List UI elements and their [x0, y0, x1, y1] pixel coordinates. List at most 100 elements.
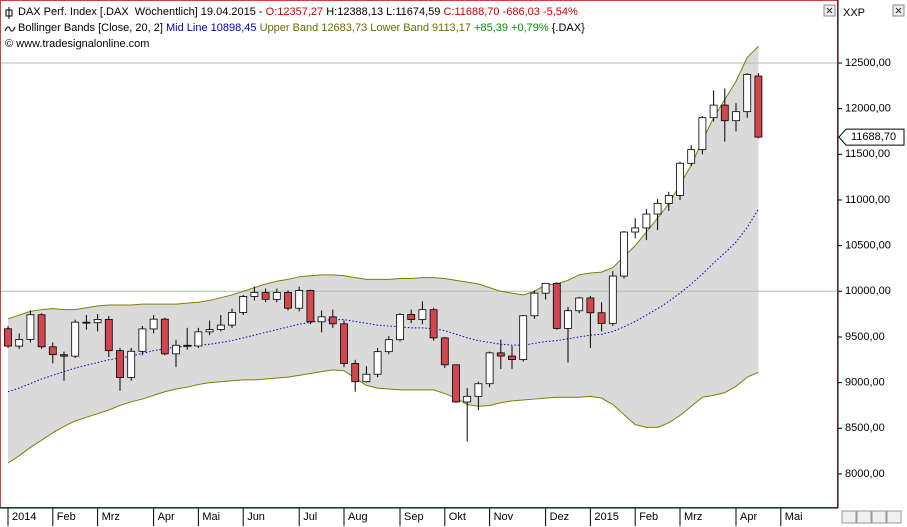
x-tick-label: Mrz — [102, 511, 120, 523]
x-tick-label: Dez — [550, 511, 570, 523]
candle-body — [172, 344, 180, 355]
x-tick-label: Mai — [785, 511, 803, 523]
axis-caption: XXP — [843, 7, 865, 19]
candle-body — [396, 314, 404, 341]
candle-body — [228, 312, 236, 326]
candle-body — [631, 227, 640, 233]
y-tick-label: 11000,00 — [845, 194, 890, 206]
y-tick-label: 10000,00 — [845, 285, 891, 297]
lower-band — [7, 369, 759, 464]
legend-mid: Mid Line 10898,45 — [165, 22, 257, 34]
candle-body — [564, 310, 572, 329]
price-marker — [838, 128, 905, 146]
candle-body — [82, 321, 91, 324]
x-tick-label: Jun — [247, 511, 265, 523]
candle-body — [732, 111, 740, 122]
candle-body — [642, 213, 651, 229]
candle-body — [93, 319, 102, 324]
candle-body — [138, 328, 147, 352]
candle-body — [37, 314, 46, 348]
candle-body — [362, 373, 371, 383]
scroll-buttons[interactable] — [841, 510, 902, 524]
candle-body — [149, 318, 158, 330]
candle-body — [295, 290, 304, 309]
candle-body — [552, 282, 561, 329]
candle-body — [160, 318, 169, 355]
candle-body — [452, 364, 460, 403]
candle-body — [698, 117, 707, 151]
candle-body — [71, 321, 80, 357]
legend-line: Bollinger Bands [Close, 20, 2] Mid Line … — [18, 22, 585, 35]
candle-body — [239, 296, 248, 313]
candle-body — [194, 331, 203, 347]
candle-body — [4, 328, 12, 347]
legend-symbol: {.DAX} — [551, 22, 585, 34]
x-tick-label: Sep — [404, 511, 424, 523]
candle-body — [687, 149, 696, 164]
candle-body — [474, 383, 483, 397]
candle-body — [519, 315, 528, 361]
candle-body — [183, 344, 192, 347]
candle-body — [653, 202, 662, 215]
candle-body — [530, 292, 539, 317]
candle-body — [676, 162, 684, 196]
candle-body — [463, 395, 472, 403]
x-tick-label: Jul — [303, 511, 317, 523]
candle-body — [384, 339, 393, 353]
candle-body — [205, 329, 214, 333]
y-tick-label: 12000,00 — [845, 103, 891, 115]
close-button[interactable] — [823, 4, 836, 17]
candle-body — [328, 316, 337, 325]
candle-body — [418, 309, 427, 320]
candle-body — [709, 104, 718, 119]
candle-body — [317, 316, 326, 323]
x-tick-label: Aug — [348, 511, 368, 523]
axis-panel — [838, 0, 907, 527]
candle-body — [575, 297, 584, 312]
x-tick-label: Feb — [639, 511, 658, 523]
source-line: © www.tradesignalonline.com — [5, 38, 149, 51]
candle-body — [284, 292, 292, 309]
candle-body — [272, 292, 281, 300]
y-tick-label: 12500,00 — [845, 57, 891, 69]
band-fill — [8, 46, 759, 463]
header-open: O:12357,27 — [265, 6, 324, 18]
x-tick-label: 2015 — [594, 511, 618, 523]
y-tick-label: 10500,00 — [845, 240, 891, 252]
y-tick-label: 9000,00 — [845, 377, 885, 389]
candle-body — [541, 282, 550, 294]
x-tick-label: Nov — [494, 511, 514, 523]
candle-body — [407, 314, 416, 320]
candle-body — [664, 195, 673, 204]
candle-body — [250, 292, 259, 297]
candle-body — [620, 231, 628, 277]
header-line: DAX Perf. Index [.DAX Wöchentlich] 19.04… — [18, 6, 578, 19]
close-button[interactable] — [892, 4, 905, 17]
candle-body — [440, 337, 449, 366]
candle-body — [720, 104, 729, 122]
candle-body — [60, 354, 68, 357]
upper-band — [7, 45, 759, 320]
x-tick-label: Mai — [202, 511, 220, 523]
price-label: 11688,70 — [851, 131, 896, 143]
x-tick-label: Feb — [57, 511, 76, 523]
candle-body — [496, 352, 505, 357]
candle-body — [340, 323, 348, 364]
candle-body — [306, 290, 315, 323]
x-tick-label: Apr — [158, 511, 175, 523]
indicator-icon — [4, 26, 16, 32]
y-tick-label: 9500,00 — [845, 331, 885, 343]
candle-body — [48, 346, 57, 356]
x-tick-label: Mrz — [684, 511, 702, 523]
candle-body — [351, 363, 360, 383]
header-close: C:11688,70 -686,03 -5,54% — [443, 6, 578, 18]
legend-change: +85,39 +0,79% — [474, 22, 549, 34]
x-tick-label: 2014 — [12, 511, 36, 523]
y-tick-label: 11500,00 — [845, 148, 890, 160]
x-tick-label: Apr — [740, 511, 757, 523]
y-tick-label: 8500,00 — [845, 422, 885, 434]
legend-text: Bollinger Bands [Close, 20, 2] — [18, 22, 163, 34]
y-tick-label: 8000,00 — [845, 468, 885, 480]
header-text: DAX Perf. Index [.DAX Wöchentlich] 19.04… — [18, 6, 263, 18]
